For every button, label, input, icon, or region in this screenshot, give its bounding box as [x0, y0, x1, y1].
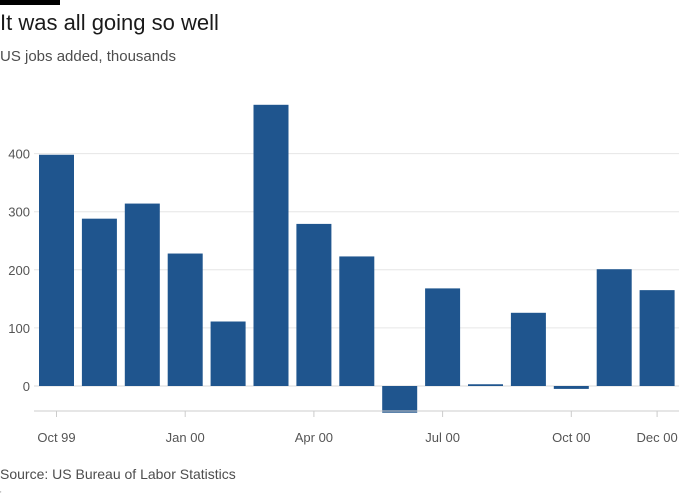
bar-aug-00: [468, 384, 503, 386]
bar-nov-99: [81, 218, 117, 386]
y-tick-label: 300: [8, 205, 30, 220]
bar-oct-00: [553, 386, 589, 389]
x-tick-label: Oct 99: [37, 430, 75, 445]
bar-mar-00: [253, 104, 289, 387]
bar-oct-99: [39, 154, 74, 386]
bars: [39, 104, 675, 413]
chart-subtitle: US jobs added, thousands: [0, 48, 176, 65]
x-tick-label: Jul 00: [425, 430, 460, 445]
bar-jan-00: [167, 253, 203, 386]
x-tick-label: Jan 00: [166, 430, 205, 445]
bar-apr-00: [296, 223, 332, 386]
source-note: Source: US Bureau of Labor Statistics: [0, 466, 236, 482]
bar-may-00: [339, 256, 375, 386]
x-tick-label: Oct 00: [552, 430, 590, 445]
x-tick-label: Dec 00: [636, 430, 677, 445]
y-tick-label: 400: [8, 147, 30, 162]
bar-feb-00: [210, 321, 246, 386]
y-tick-label: 100: [8, 321, 30, 336]
bar-dec-00: [639, 290, 675, 386]
x-tick-label: Apr 00: [295, 430, 333, 445]
bar-jul-00: [425, 288, 461, 386]
y-tick-label: 200: [8, 263, 30, 278]
bar-sep-00: [510, 312, 546, 386]
bar-dec-99: [124, 203, 160, 386]
brand-top-bar: [0, 0, 60, 5]
bar-jun-00: [382, 386, 418, 413]
corner-mark: ': [0, 490, 2, 499]
bar-nov-00: [596, 269, 632, 386]
bar-chart: 0 100 200 300 400 Oct 99 Jan 00 Apr 00 Jul 00 Oct…: [8, 104, 679, 445]
axes: 0 100 200 300 400 Oct 99 Jan 00 Apr 00 Jul 00 Oct…: [8, 147, 679, 445]
y-tick-label: 0: [23, 379, 30, 394]
chart-title: It was all going so well: [0, 10, 219, 35]
